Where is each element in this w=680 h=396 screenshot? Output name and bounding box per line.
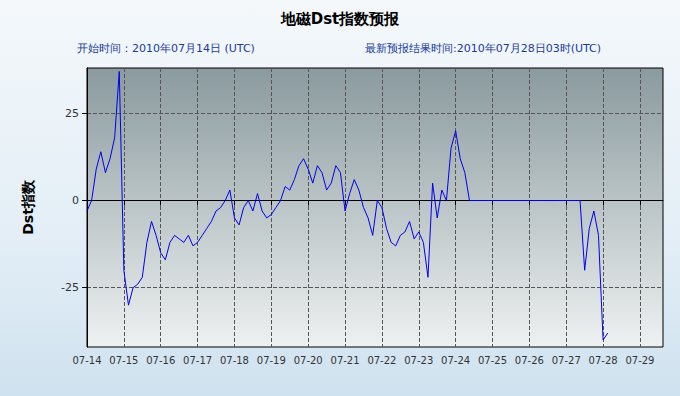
svg-text:07-14: 07-14 xyxy=(72,355,101,366)
svg-text:07-25: 07-25 xyxy=(478,355,507,366)
svg-text:地磁Dst指数预报: 地磁Dst指数预报 xyxy=(280,10,401,28)
svg-text:07-27: 07-27 xyxy=(552,355,581,366)
svg-text:-25: -25 xyxy=(61,281,79,294)
svg-text:07-20: 07-20 xyxy=(294,355,323,366)
svg-text:07-22: 07-22 xyxy=(367,355,396,366)
svg-text:07-18: 07-18 xyxy=(220,355,249,366)
svg-text:07-21: 07-21 xyxy=(331,355,360,366)
svg-text:07-23: 07-23 xyxy=(404,355,433,366)
svg-text:07-24: 07-24 xyxy=(441,355,470,366)
svg-text:07-17: 07-17 xyxy=(183,355,212,366)
svg-text:0: 0 xyxy=(72,194,79,207)
svg-text:07-26: 07-26 xyxy=(515,355,544,366)
svg-text:25: 25 xyxy=(65,107,79,120)
svg-text:开始时间：2010年07月14日 (UTC): 开始时间：2010年07月14日 (UTC) xyxy=(77,42,255,55)
svg-text:07-15: 07-15 xyxy=(109,355,138,366)
svg-text:Dst指数: Dst指数 xyxy=(20,179,36,235)
svg-text:07-16: 07-16 xyxy=(146,355,175,366)
svg-text:07-28: 07-28 xyxy=(589,355,618,366)
svg-text:07-29: 07-29 xyxy=(625,355,654,366)
svg-text:07-19: 07-19 xyxy=(257,355,286,366)
svg-text:最新预报结果时间:2010年07月28日03时(UTC): 最新预报结果时间:2010年07月28日03时(UTC) xyxy=(365,42,601,55)
